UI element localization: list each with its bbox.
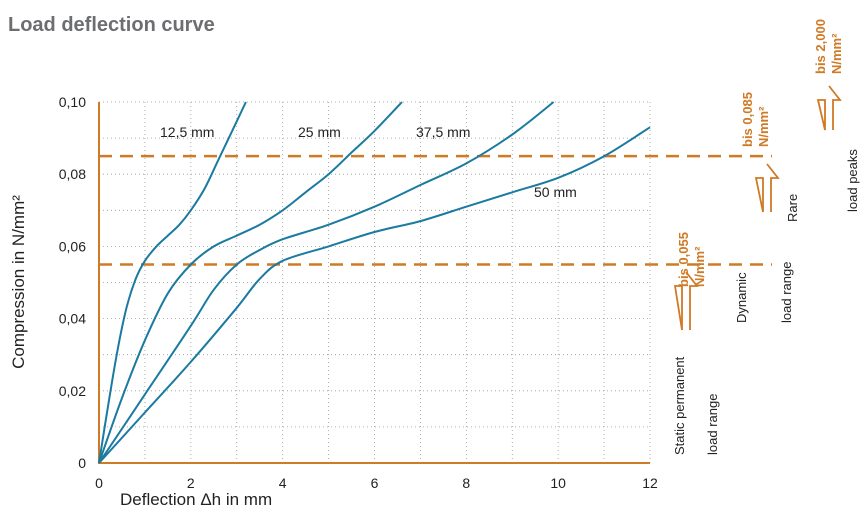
y-tick-label: 0,04 bbox=[59, 311, 86, 327]
arrow-static-icon bbox=[673, 271, 699, 331]
series-line-2 bbox=[98, 101, 403, 464]
grid bbox=[99, 101, 651, 463]
axes: 0 2 4 6 8 10 12 0 0,02 0,04 0,06 0,08 0,10 Deflection… bbox=[9, 94, 658, 509]
arrow-dynamic-icon bbox=[754, 163, 780, 213]
y-tick-label: 0,10 bbox=[59, 94, 86, 110]
x-tick-label: 0 bbox=[95, 475, 103, 491]
series-label-4: 50 mm bbox=[534, 184, 577, 200]
curves bbox=[98, 101, 651, 464]
series-label-2: 25 mm bbox=[298, 124, 341, 140]
x-axis-label: Deflection Δh in mm bbox=[120, 490, 272, 509]
load-range-dynamic-line1: Dynamic bbox=[734, 272, 749, 323]
series-line-1 bbox=[98, 101, 247, 464]
series-line-3 bbox=[98, 101, 555, 464]
x-tick-label: 8 bbox=[462, 475, 470, 491]
x-tick-label: 4 bbox=[279, 475, 287, 491]
x-tick-label: 6 bbox=[371, 475, 379, 491]
load-range-dynamic-line2: load range bbox=[779, 262, 794, 323]
load-range-static-line2: load range bbox=[705, 394, 720, 455]
arrow-peaks-icon bbox=[816, 85, 842, 131]
x-tick-label: 2 bbox=[187, 475, 195, 491]
load-range-peaks-line1: Rare bbox=[785, 194, 800, 222]
y-tick-label: 0,08 bbox=[59, 166, 86, 182]
chart-title: Load deflection curve bbox=[8, 14, 215, 36]
x-tick-label: 10 bbox=[550, 475, 566, 491]
x-tick-label: 12 bbox=[642, 475, 658, 491]
labels: 12,5 mm 25 mm 37,5 mm 50 mm bbox=[160, 124, 577, 200]
load-range-static-line1: Static permanent bbox=[672, 356, 687, 455]
series-label-3: 37,5 mm bbox=[416, 124, 470, 140]
reference-label-2: bis 0,085N/mm² bbox=[740, 92, 771, 147]
y-tick-label: 0,06 bbox=[59, 238, 86, 254]
load-range-peaks-line2: load peaks bbox=[845, 149, 860, 212]
y-axis-label: Compression in N/mm² bbox=[9, 195, 28, 369]
reference-lines bbox=[99, 154, 772, 266]
series-line-4 bbox=[98, 126, 651, 464]
top-label: bis 2,000N/mm² bbox=[813, 19, 844, 74]
y-tick-label: 0,02 bbox=[59, 383, 86, 399]
y-tick-label: 0 bbox=[78, 455, 86, 471]
series-label-1: 12,5 mm bbox=[160, 124, 214, 140]
